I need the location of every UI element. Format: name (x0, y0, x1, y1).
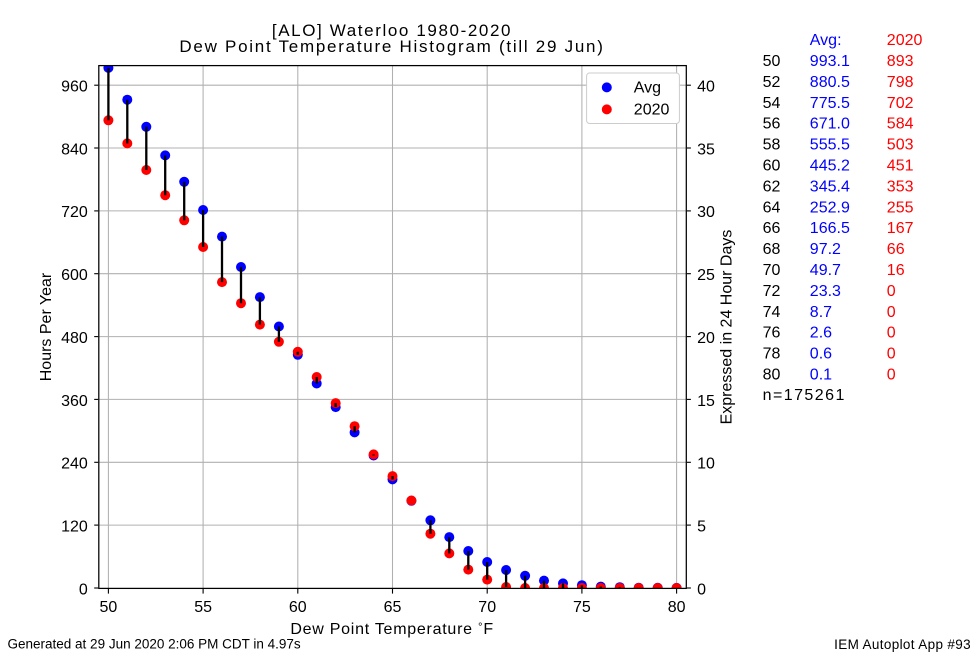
svg-text:0.1: 0.1 (810, 367, 832, 384)
svg-text:Avg: Avg (634, 80, 661, 97)
svg-text:0: 0 (887, 346, 896, 363)
svg-text:167: 167 (887, 220, 914, 237)
svg-text:555.5: 555.5 (810, 137, 850, 154)
svg-text:600: 600 (61, 267, 88, 284)
svg-text:78: 78 (763, 346, 781, 363)
svg-text:702: 702 (887, 95, 914, 112)
svg-text:70: 70 (763, 262, 781, 279)
svg-text:55: 55 (194, 599, 212, 616)
svg-text:451: 451 (887, 158, 914, 175)
svg-text:240: 240 (61, 456, 88, 473)
svg-text:2020: 2020 (634, 102, 670, 119)
svg-text:8.7: 8.7 (810, 304, 832, 321)
svg-text:671.0: 671.0 (810, 116, 850, 133)
svg-text:5: 5 (697, 518, 706, 535)
svg-text:0: 0 (79, 581, 88, 598)
svg-text:Avg:: Avg: (810, 32, 842, 49)
svg-text:97.2: 97.2 (810, 241, 841, 258)
svg-text:0: 0 (887, 283, 896, 300)
svg-text:2.6: 2.6 (810, 325, 832, 342)
svg-text:n=175261: n=175261 (763, 387, 846, 404)
svg-text:49.7: 49.7 (810, 262, 841, 279)
svg-text:0: 0 (697, 581, 706, 598)
svg-text:360: 360 (61, 393, 88, 410)
svg-text:Dew Point Temperature Histogra: Dew Point Temperature Histogram (till 29… (179, 37, 604, 56)
svg-text:16: 16 (887, 262, 905, 279)
svg-text:[ALO] Waterloo 1980-2020: [ALO] Waterloo 1980-2020 (272, 21, 512, 40)
svg-text:64: 64 (763, 199, 781, 216)
svg-text:480: 480 (61, 330, 88, 347)
svg-text:35: 35 (697, 141, 715, 158)
svg-text:353: 353 (887, 178, 914, 195)
svg-text:720: 720 (61, 204, 88, 221)
svg-text:76: 76 (763, 325, 781, 342)
svg-text:80: 80 (763, 367, 781, 384)
svg-text:Dew Point Temperature °F: Dew Point Temperature °F (290, 621, 493, 638)
svg-text:62: 62 (763, 178, 781, 195)
svg-text:0: 0 (887, 304, 896, 321)
svg-text:72: 72 (763, 283, 781, 300)
svg-text:0: 0 (887, 367, 896, 384)
svg-text:23.3: 23.3 (810, 283, 841, 300)
svg-text:0.6: 0.6 (810, 346, 832, 363)
svg-text:40: 40 (697, 79, 715, 96)
svg-text:25: 25 (697, 267, 715, 284)
svg-text:893: 893 (887, 53, 914, 70)
svg-text:120: 120 (61, 518, 88, 535)
svg-text:20: 20 (697, 330, 715, 347)
svg-text:15: 15 (697, 393, 715, 410)
svg-text:960: 960 (61, 79, 88, 96)
svg-text:80: 80 (668, 599, 686, 616)
svg-text:54: 54 (763, 95, 781, 112)
svg-text:Generated at 29 Jun 2020 2:06: Generated at 29 Jun 2020 2:06 PM CDT in … (8, 637, 301, 652)
svg-text:70: 70 (478, 599, 496, 616)
svg-text:584: 584 (887, 116, 914, 133)
svg-text:66: 66 (763, 220, 781, 237)
svg-text:503: 503 (887, 137, 914, 154)
svg-text:60: 60 (289, 599, 307, 616)
svg-text:0: 0 (887, 325, 896, 342)
svg-text:775.5: 775.5 (810, 95, 850, 112)
svg-text:255: 255 (887, 199, 914, 216)
svg-text:56: 56 (763, 116, 781, 133)
svg-text:74: 74 (763, 304, 781, 321)
svg-text:58: 58 (763, 137, 781, 154)
svg-text:345.4: 345.4 (810, 178, 850, 195)
svg-text:50: 50 (763, 53, 781, 70)
svg-text:840: 840 (61, 141, 88, 158)
svg-text:445.2: 445.2 (810, 158, 850, 175)
svg-text:Expressed in 24 Hour Days: Expressed in 24 Hour Days (719, 230, 736, 425)
svg-text:10: 10 (697, 456, 715, 473)
svg-text:880.5: 880.5 (810, 74, 850, 91)
svg-text:66: 66 (887, 241, 905, 258)
svg-text:166.5: 166.5 (810, 220, 850, 237)
svg-text:68: 68 (763, 241, 781, 258)
svg-text:30: 30 (697, 204, 715, 221)
svg-text:50: 50 (100, 599, 118, 616)
svg-text:75: 75 (573, 599, 591, 616)
svg-text:798: 798 (887, 74, 914, 91)
svg-text:2020: 2020 (887, 32, 923, 49)
svg-text:IEM Autoplot App #93: IEM Autoplot App #93 (834, 637, 971, 652)
svg-text:65: 65 (384, 599, 402, 616)
svg-text:52: 52 (763, 74, 781, 91)
svg-text:252.9: 252.9 (810, 199, 850, 216)
svg-text:Hours Per Year: Hours Per Year (38, 272, 55, 381)
svg-text:60: 60 (763, 158, 781, 175)
svg-text:993.1: 993.1 (810, 53, 850, 70)
